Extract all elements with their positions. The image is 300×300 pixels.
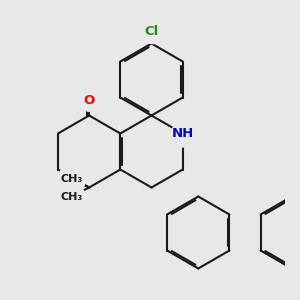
Text: O: O bbox=[83, 94, 95, 107]
Text: CH₃: CH₃ bbox=[60, 191, 82, 202]
Text: NH: NH bbox=[172, 127, 194, 140]
Text: Cl: Cl bbox=[144, 25, 159, 38]
Text: CH₃: CH₃ bbox=[60, 173, 82, 184]
